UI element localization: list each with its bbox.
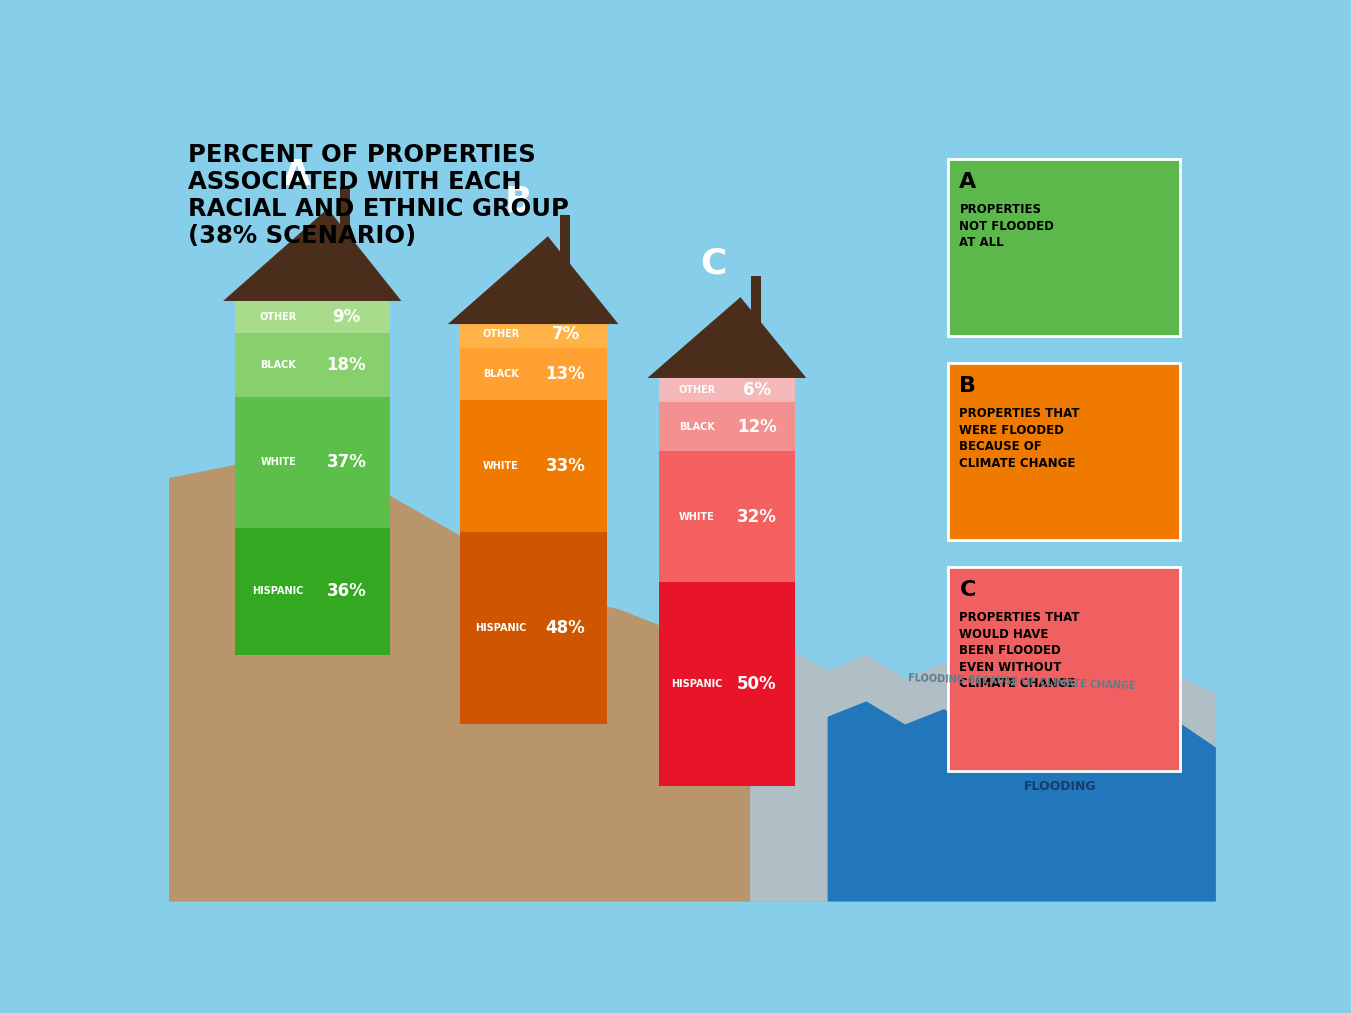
Text: B: B — [505, 185, 532, 220]
Text: BLACK: BLACK — [680, 422, 715, 432]
Text: BLACK: BLACK — [261, 360, 296, 370]
Bar — [235, 528, 389, 655]
Polygon shape — [828, 701, 1216, 902]
Text: HISPANIC: HISPANIC — [253, 587, 304, 597]
Text: 12%: 12% — [736, 418, 777, 436]
Text: A: A — [282, 158, 311, 191]
Bar — [659, 378, 794, 402]
Bar — [659, 582, 794, 786]
Bar — [659, 402, 794, 452]
Text: A: A — [959, 172, 977, 192]
Text: B: B — [959, 377, 977, 396]
Polygon shape — [223, 209, 401, 301]
Bar — [235, 301, 389, 333]
Polygon shape — [169, 463, 1216, 902]
Bar — [459, 400, 607, 532]
Bar — [459, 348, 607, 400]
Text: BLACK: BLACK — [482, 369, 519, 379]
Bar — [559, 215, 570, 288]
Bar — [459, 532, 607, 724]
Bar — [340, 187, 350, 262]
Text: 7%: 7% — [551, 325, 580, 343]
Bar — [459, 320, 607, 348]
Polygon shape — [647, 297, 807, 378]
Text: PERCENT OF PROPERTIES
ASSOCIATED WITH EACH
RACIAL AND ETHNIC GROUP
(38% SCENARIO: PERCENT OF PROPERTIES ASSOCIATED WITH EA… — [188, 143, 569, 247]
Text: 6%: 6% — [743, 381, 771, 399]
Polygon shape — [449, 236, 619, 324]
Text: C: C — [959, 580, 975, 601]
Text: 48%: 48% — [546, 619, 585, 637]
Text: HISPANIC: HISPANIC — [476, 623, 527, 633]
FancyBboxPatch shape — [948, 158, 1181, 335]
Text: C: C — [700, 246, 727, 281]
FancyBboxPatch shape — [948, 363, 1181, 540]
Text: PROPERTIES
NOT FLOODED
AT ALL: PROPERTIES NOT FLOODED AT ALL — [959, 204, 1054, 249]
Text: FLOODING: FLOODING — [1024, 780, 1097, 792]
Text: OTHER: OTHER — [678, 385, 716, 395]
Text: PROPERTIES THAT
WOULD HAVE
BEEN FLOODED
EVEN WITHOUT
CLIMATE CHANGE: PROPERTIES THAT WOULD HAVE BEEN FLOODED … — [959, 611, 1079, 690]
Text: WHITE: WHITE — [482, 461, 519, 471]
Bar — [235, 397, 389, 528]
FancyBboxPatch shape — [948, 566, 1181, 771]
Text: FLOODING BECAUSE OF CLIMATE CHANGE: FLOODING BECAUSE OF CLIMATE CHANGE — [908, 674, 1135, 691]
Polygon shape — [750, 647, 1216, 902]
Text: HISPANIC: HISPANIC — [671, 679, 723, 689]
Text: PROPERTIES THAT
WERE FLOODED
BECAUSE OF
CLIMATE CHANGE: PROPERTIES THAT WERE FLOODED BECAUSE OF … — [959, 407, 1079, 470]
Bar — [659, 452, 794, 582]
Text: 33%: 33% — [546, 457, 585, 475]
Text: 37%: 37% — [327, 453, 366, 471]
Text: 36%: 36% — [327, 582, 366, 601]
Text: WHITE: WHITE — [261, 457, 296, 467]
Text: OTHER: OTHER — [259, 312, 297, 322]
Text: 32%: 32% — [736, 508, 777, 526]
Text: OTHER: OTHER — [482, 329, 519, 339]
Text: 9%: 9% — [332, 308, 361, 326]
Text: 18%: 18% — [327, 356, 366, 374]
Bar — [235, 333, 389, 397]
Text: 13%: 13% — [546, 365, 585, 383]
Text: WHITE: WHITE — [680, 512, 715, 522]
Bar — [751, 276, 762, 344]
Text: 50%: 50% — [736, 675, 777, 693]
